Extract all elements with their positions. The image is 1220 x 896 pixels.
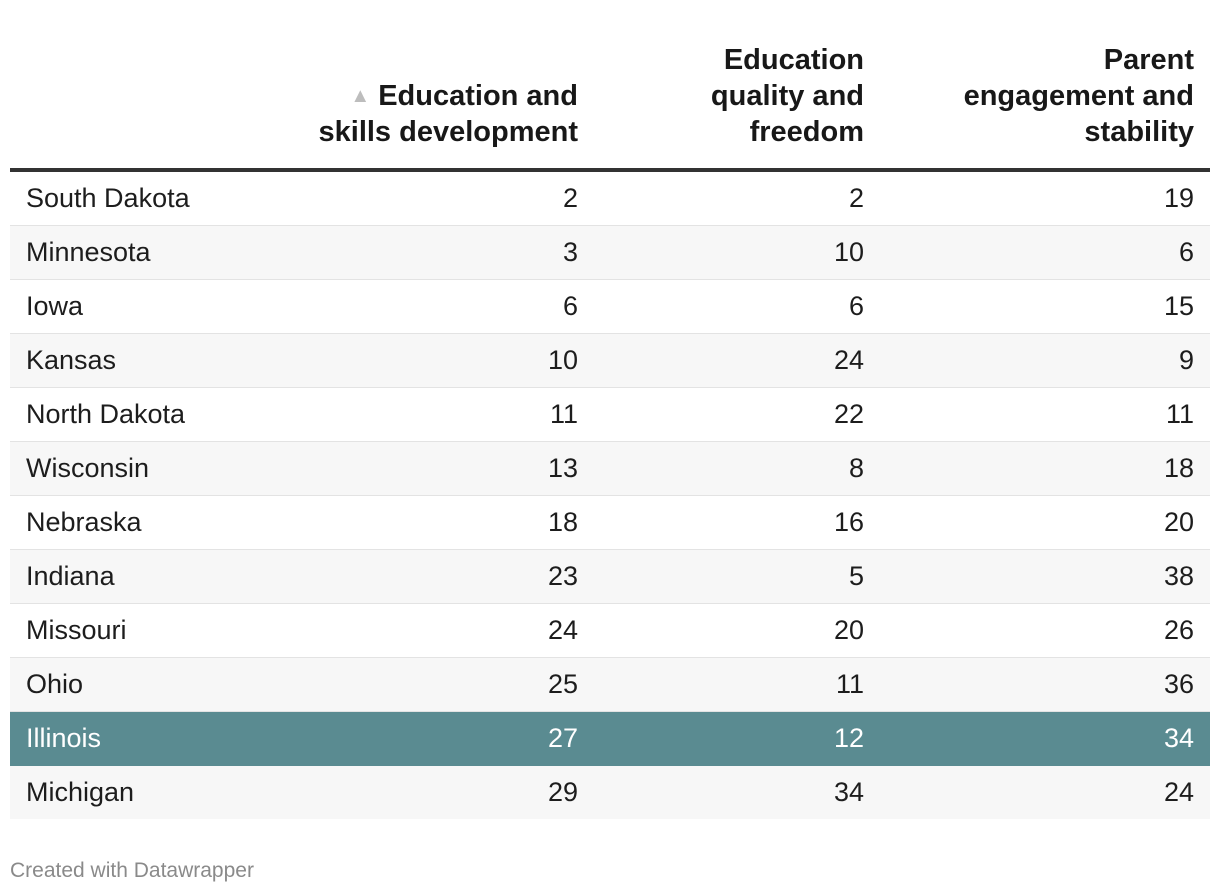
education-quality-cell: 2 [578, 170, 864, 226]
header-row: ▲ Education and skills development Educat… [10, 42, 1210, 172]
education-skills-cell: 25 [310, 657, 578, 712]
parent-engagement-cell: 38 [864, 549, 1210, 604]
education-quality-cell: 34 [578, 765, 864, 819]
header-parent-engagement-line-1: Parent [1103, 44, 1194, 76]
parent-engagement-cell: 11 [864, 387, 1210, 442]
state-cell: Ohio [10, 657, 310, 712]
education-quality-cell: 22 [578, 387, 864, 442]
state-cell: North Dakota [10, 387, 310, 442]
state-cell: Nebraska [10, 495, 310, 550]
parent-engagement-cell: 24 [864, 765, 1210, 819]
parent-engagement-cell: 34 [864, 711, 1210, 766]
education-skills-cell: 6 [310, 279, 578, 334]
table-row: Nebraska 18 16 20 [10, 495, 1210, 550]
table-row: Kansas 10 24 9 [10, 333, 1210, 388]
table-row: Wisconsin 13 8 18 [10, 441, 1210, 496]
parent-engagement-cell: 26 [864, 603, 1210, 658]
parent-engagement-cell: 20 [864, 495, 1210, 550]
state-cell: Iowa [10, 279, 310, 334]
header-education-quality-line-3: freedom [749, 116, 864, 148]
education-skills-cell: 23 [310, 549, 578, 604]
education-quality-cell: 24 [578, 333, 864, 388]
education-skills-cell: 18 [310, 495, 578, 550]
header-education-quality[interactable]: Education quality and freedom [578, 42, 864, 172]
header-education-skills-line-1: Education and [378, 80, 578, 112]
table-row: Iowa 6 6 15 [10, 279, 1210, 334]
state-cell: Kansas [10, 333, 310, 388]
education-skills-cell: 11 [310, 387, 578, 442]
table-row: Ohio 25 11 36 [10, 657, 1210, 712]
header-education-skills-line-2: skills development [318, 116, 579, 148]
header-parent-engagement-line-3: stability [1084, 116, 1194, 148]
table-row: Michigan 29 34 24 [10, 765, 1210, 819]
state-cell: Minnesota [10, 225, 310, 280]
table-row: South Dakota 2 2 19 [10, 170, 1210, 226]
ranking-table-container: ▲ Education and skills development Educat… [10, 42, 1210, 819]
state-cell: South Dakota [10, 170, 310, 226]
education-skills-cell: 3 [310, 225, 578, 280]
education-skills-cell: 27 [310, 711, 578, 766]
state-cell: Missouri [10, 603, 310, 658]
table-row-highlighted: Illinois 27 12 34 [10, 711, 1210, 766]
header-education-quality-line-1: Education [723, 44, 864, 76]
table-row: Indiana 23 5 38 [10, 549, 1210, 604]
ranking-table: ▲ Education and skills development Educat… [10, 42, 1210, 819]
education-quality-cell: 12 [578, 711, 864, 766]
parent-engagement-cell: 15 [864, 279, 1210, 334]
education-quality-cell: 20 [578, 603, 864, 658]
table-body: South Dakota 2 2 19 Minnesota 3 10 6 Iowa 6 6 15 … [10, 170, 1210, 819]
sort-ascending-icon: ▲ [350, 85, 371, 107]
parent-engagement-cell: 9 [864, 333, 1210, 388]
education-quality-cell: 16 [578, 495, 864, 550]
parent-engagement-cell: 36 [864, 657, 1210, 712]
header-parent-engagement-line-2: engagement and [963, 80, 1194, 112]
education-quality-cell: 5 [578, 549, 864, 604]
education-skills-cell: 29 [310, 765, 578, 819]
education-skills-cell: 13 [310, 441, 578, 496]
parent-engagement-cell: 6 [864, 225, 1210, 280]
state-cell: Michigan [10, 765, 310, 819]
education-quality-cell: 10 [578, 225, 864, 280]
education-quality-cell: 6 [578, 279, 864, 334]
parent-engagement-cell: 19 [864, 170, 1210, 226]
table-row: North Dakota 11 22 11 [10, 387, 1210, 442]
header-education-quality-line-2: quality and [710, 80, 864, 112]
education-quality-cell: 11 [578, 657, 864, 712]
education-skills-cell: 10 [310, 333, 578, 388]
state-cell: Wisconsin [10, 441, 310, 496]
state-cell: Indiana [10, 549, 310, 604]
table-row: Minnesota 3 10 6 [10, 225, 1210, 280]
parent-engagement-cell: 18 [864, 441, 1210, 496]
education-skills-cell: 24 [310, 603, 578, 658]
education-skills-cell: 2 [310, 170, 578, 226]
header-state [10, 42, 310, 172]
datawrapper-credit[interactable]: Created with Datawrapper [10, 859, 254, 882]
table-row: Missouri 24 20 26 [10, 603, 1210, 658]
education-quality-cell: 8 [578, 441, 864, 496]
header-education-skills[interactable]: ▲ Education and skills development [310, 42, 579, 172]
state-cell: Illinois [10, 711, 310, 766]
header-parent-engagement[interactable]: Parent engagement and stability [864, 42, 1210, 172]
